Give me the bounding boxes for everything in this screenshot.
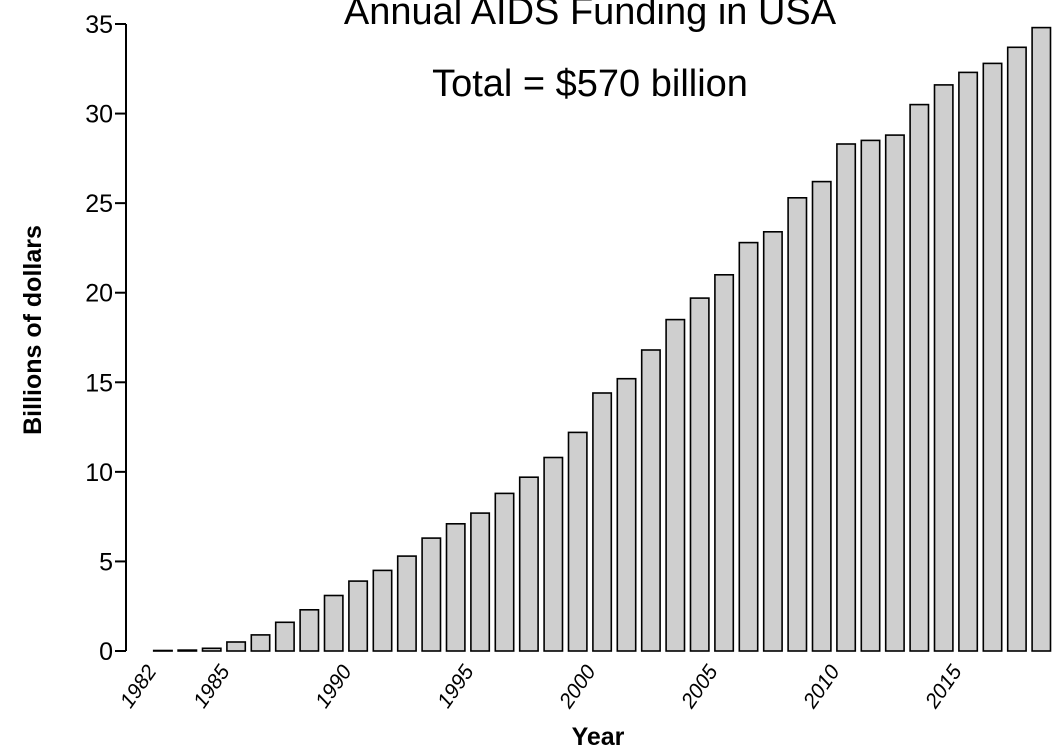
x-axis-label: Year bbox=[572, 723, 625, 751]
x-tick-label: 1985 bbox=[189, 661, 235, 713]
bar-1992 bbox=[372, 569, 393, 652]
bar-2003 bbox=[640, 349, 661, 652]
y-tick-label: 0 bbox=[99, 638, 113, 666]
bar-2016 bbox=[958, 71, 979, 652]
bar-1993 bbox=[396, 555, 417, 652]
bar-2018 bbox=[1006, 46, 1027, 652]
bar-2012 bbox=[860, 139, 881, 652]
bar-2013 bbox=[884, 134, 905, 652]
bar-2006 bbox=[714, 273, 735, 652]
bar-1986 bbox=[226, 641, 247, 652]
bar-1985 bbox=[201, 647, 222, 652]
bar-2014 bbox=[909, 103, 930, 652]
x-tick-label: 1995 bbox=[433, 661, 479, 713]
y-tick-label: 10 bbox=[85, 459, 113, 487]
bar-1996 bbox=[470, 512, 491, 652]
bar-1998 bbox=[518, 476, 539, 652]
bar-1989 bbox=[299, 608, 320, 652]
bar-1987 bbox=[250, 634, 271, 652]
bar-2010 bbox=[811, 180, 832, 652]
bar-1999 bbox=[543, 456, 564, 652]
y-axis-label: Billions of dollars bbox=[19, 225, 47, 435]
bar-2009 bbox=[787, 197, 808, 652]
chart-subtitle: Total = $570 billion bbox=[432, 63, 748, 105]
bar-1991 bbox=[348, 580, 369, 652]
bar-2008 bbox=[762, 231, 783, 652]
y-tick-label: 30 bbox=[85, 101, 113, 129]
bar-2002 bbox=[616, 377, 637, 652]
y-tick-label: 20 bbox=[85, 280, 113, 308]
bar-2019 bbox=[1031, 26, 1052, 652]
x-tick-label: 2005 bbox=[676, 661, 722, 714]
x-tick-label: 1982 bbox=[116, 661, 162, 713]
chart-title: Annual AIDS Funding in USA bbox=[344, 0, 837, 33]
bar-2001 bbox=[592, 392, 613, 652]
y-tick-label: 5 bbox=[99, 548, 113, 576]
x-tick-label: 2010 bbox=[798, 661, 844, 714]
bar-1995 bbox=[445, 522, 466, 652]
bar-1988 bbox=[274, 621, 295, 652]
bar-2015 bbox=[933, 84, 954, 652]
x-tick-label: 2015 bbox=[920, 661, 966, 714]
bar-1997 bbox=[494, 492, 515, 652]
x-tick-label: 1990 bbox=[311, 661, 357, 713]
y-tick-label: 15 bbox=[85, 369, 113, 397]
bar-2007 bbox=[738, 241, 759, 652]
bar-1983 bbox=[152, 649, 173, 652]
bar-2017 bbox=[982, 62, 1003, 652]
x-ticks: 1982 1985 1990 1995 2000 2005 2010 2015 bbox=[116, 661, 967, 714]
y-tick-label: 35 bbox=[85, 11, 113, 39]
bar-2004 bbox=[665, 318, 686, 652]
bar-2000 bbox=[567, 431, 588, 652]
bar-2005 bbox=[689, 297, 710, 652]
bar-2011 bbox=[836, 143, 857, 652]
y-ticks: 0 5 10 15 20 25 30 35 bbox=[85, 11, 126, 666]
bar-1990 bbox=[323, 594, 344, 652]
y-tick-label: 25 bbox=[85, 190, 113, 218]
bar-1984 bbox=[177, 649, 198, 652]
bars-group bbox=[152, 26, 1052, 652]
x-tick-label: 2000 bbox=[554, 661, 600, 714]
bar-1994 bbox=[421, 537, 442, 652]
